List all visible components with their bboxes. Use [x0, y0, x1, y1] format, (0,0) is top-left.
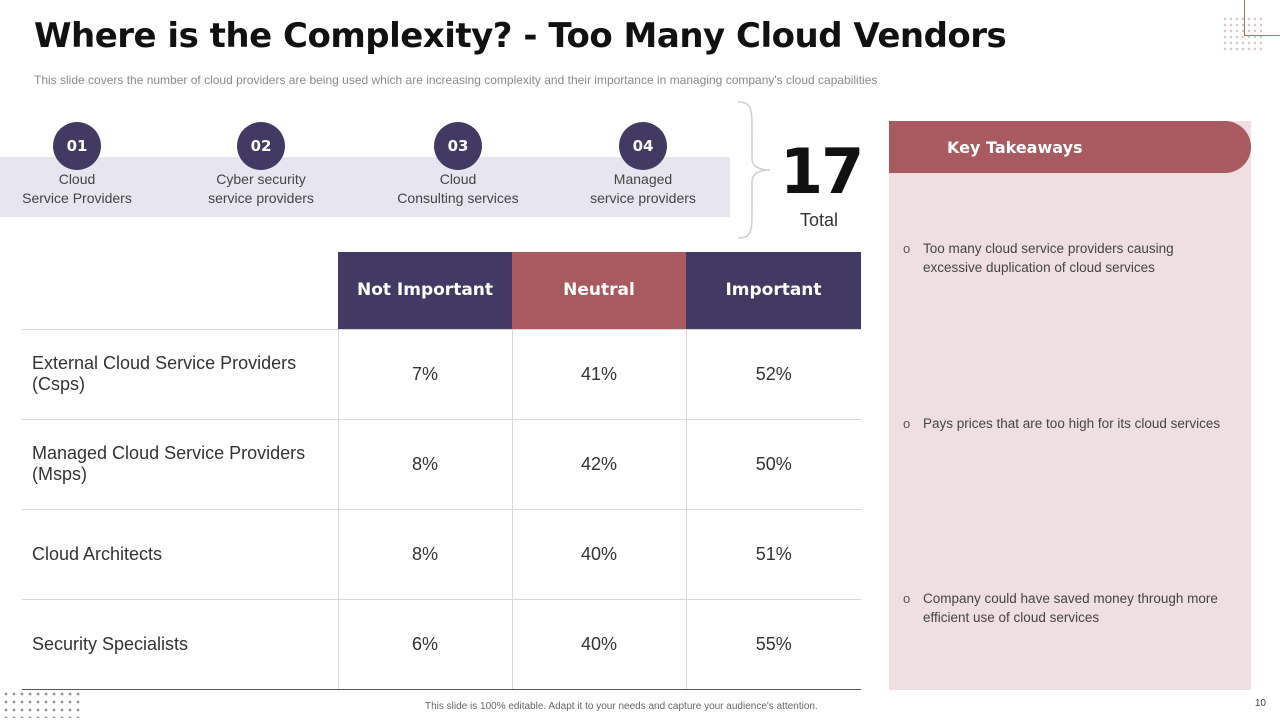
importance-table: Not Important Neutral Important External…: [22, 252, 861, 690]
steps-band: [0, 157, 730, 217]
key-takeaways-panel: [889, 121, 1251, 690]
step-4: 04 Managed service providers: [558, 122, 728, 208]
step-label: Cloud Consulting services: [373, 170, 543, 208]
takeaway-item: o Pays prices that are too high for its …: [903, 414, 1233, 433]
page-subtitle: This slide covers the number of cloud pr…: [34, 73, 878, 87]
step-label-line2: Consulting services: [397, 190, 519, 206]
bullet-icon: o: [903, 591, 911, 606]
step-label-line1: Cyber security: [216, 171, 306, 187]
step-label: Managed service providers: [558, 170, 728, 208]
step-label: Cloud Service Providers: [0, 170, 162, 208]
corner-dot-pattern: [1222, 16, 1262, 52]
cell-important: 50%: [685, 418, 861, 509]
takeaway-item: o Too many cloud service providers causi…: [903, 239, 1233, 277]
curly-brace-icon: [737, 101, 771, 239]
header-not-important: Not Important: [338, 252, 512, 329]
step-label-line1: Managed: [613, 171, 673, 187]
cell-not-important: 7%: [337, 328, 512, 419]
cell-important: 51%: [685, 508, 861, 599]
cell-not-important: 8%: [337, 508, 512, 599]
table-row: Managed Cloud Service Providers (Msps) 8…: [22, 418, 861, 509]
key-takeaways-header: [889, 121, 1251, 173]
corner-decoration: [1244, 0, 1280, 36]
table-row: Cloud Architects 8% 40% 51%: [22, 508, 861, 599]
table-header-row: Not Important Neutral Important: [22, 252, 861, 329]
cell-neutral: 40%: [511, 508, 686, 599]
step-1: 01 Cloud Service Providers: [0, 122, 162, 208]
bullet-icon: o: [903, 241, 911, 256]
footer-note: This slide is 100% editable. Adapt it to…: [425, 701, 818, 712]
key-takeaways-title: Key Takeaways: [947, 138, 1083, 157]
cell-neutral: 42%: [511, 418, 686, 509]
footer-dot-pattern: [2, 690, 82, 718]
step-number-badge: 02: [237, 122, 285, 170]
table-row: External Cloud Service Providers (Csps) …: [22, 328, 861, 419]
row-label: External Cloud Service Providers (Csps): [22, 328, 338, 419]
header-important: Important: [686, 252, 861, 329]
step-label-line2: service providers: [208, 190, 314, 206]
takeaway-text: Company could have saved money through m…: [923, 591, 1218, 625]
row-label: Cloud Architects: [22, 508, 338, 599]
bullet-icon: o: [903, 416, 911, 431]
cell-important: 52%: [685, 328, 861, 419]
step-number-badge: 03: [434, 122, 482, 170]
takeaway-text: Too many cloud service providers causing…: [923, 241, 1174, 275]
step-label-line2: service providers: [590, 190, 696, 206]
step-label-line1: Cloud: [439, 171, 477, 187]
step-3: 03 Cloud Consulting services: [373, 122, 543, 208]
page-number: 10: [1254, 698, 1266, 709]
total-count: 17: [780, 135, 864, 208]
header-neutral: Neutral: [512, 252, 686, 329]
cell-important: 55%: [685, 598, 861, 690]
cell-not-important: 6%: [337, 598, 512, 690]
table-row: Security Specialists 6% 40% 55%: [22, 598, 861, 690]
cell-not-important: 8%: [337, 418, 512, 509]
row-label: Security Specialists: [22, 598, 338, 690]
cell-neutral: 40%: [511, 598, 686, 690]
takeaway-text: Pays prices that are too high for its cl…: [923, 416, 1221, 431]
step-2: 02 Cyber security service providers: [176, 122, 346, 208]
row-label: Managed Cloud Service Providers (Msps): [22, 418, 338, 509]
total-label: Total: [800, 210, 839, 230]
step-label-line1: Cloud: [58, 171, 96, 187]
step-label-line2: Service Providers: [22, 190, 132, 206]
cell-neutral: 41%: [511, 328, 686, 419]
takeaway-item: o Company could have saved money through…: [903, 589, 1233, 627]
page-title: Where is the Complexity? - Too Many Clou…: [34, 16, 1007, 56]
table-header-blank: [22, 252, 338, 329]
step-label: Cyber security service providers: [176, 170, 346, 208]
step-number-badge: 04: [619, 122, 667, 170]
step-number-badge: 01: [53, 122, 101, 170]
